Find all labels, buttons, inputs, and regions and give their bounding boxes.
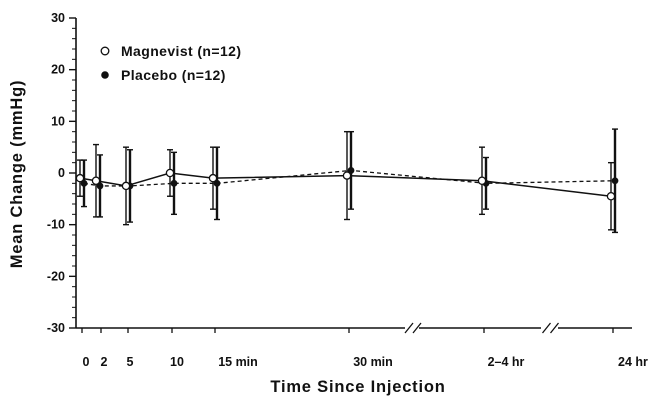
legend-filled-circle-marker — [101, 71, 109, 79]
x-axis-break-mark — [404, 322, 414, 334]
y-tick-label: 20 — [51, 63, 65, 77]
placebo-line — [83, 169, 616, 187]
magnevist-point — [477, 176, 487, 185]
x-tick-label: 5 — [127, 355, 134, 369]
legend-label-placebo: Placebo (n=12) — [121, 67, 226, 83]
y-axis: 30 20 10 0 -10 -20 -30 — [47, 11, 77, 335]
magnevist-point — [342, 171, 352, 180]
legend: Magnevist (n=12) Placebo (n=12) — [100, 43, 241, 83]
x-tick-label: 2–4 hr — [488, 355, 525, 369]
x-tick-label: 0 — [83, 355, 90, 369]
magnevist-point — [165, 168, 175, 178]
y-tick-label: 10 — [51, 114, 65, 128]
magnevist-line — [79, 172, 612, 197]
magnevist-point — [75, 173, 85, 183]
legend-open-circle-marker — [100, 46, 110, 56]
x-tick-label: 24 hr — [618, 355, 648, 369]
magnevist-point — [91, 176, 101, 185]
x-axis-break-mark — [541, 322, 552, 334]
placebo-point — [170, 179, 178, 187]
x-tick-label: 2 — [101, 355, 108, 369]
y-tick-label: -20 — [47, 269, 65, 283]
magnevist-point — [121, 181, 131, 191]
y-axis-label: Mean Change (mmHg) — [8, 80, 26, 269]
x-axis-break-mark — [549, 322, 560, 334]
x-axis-break-mark — [412, 322, 422, 334]
x-axis: 0 2 5 10 15 min 30 min 2–4 hr 24 hr — [76, 322, 648, 369]
magnevist-point — [606, 191, 616, 201]
y-tick-label: -10 — [47, 218, 65, 232]
legend-label-magnevist: Magnevist (n=12) — [121, 43, 241, 59]
x-tick-label: 15 min — [218, 355, 258, 369]
placebo-point — [611, 177, 619, 185]
x-axis-label: Time Since Injection — [270, 378, 445, 396]
x-tick-label: 10 — [170, 355, 184, 369]
x-tick-label: 30 min — [353, 355, 393, 369]
y-tick-label: -30 — [47, 321, 65, 335]
y-tick-label: 30 — [51, 11, 65, 25]
series-layer — [75, 128, 619, 234]
y-tick-label: 0 — [58, 166, 65, 180]
magnevist-point — [208, 173, 218, 183]
